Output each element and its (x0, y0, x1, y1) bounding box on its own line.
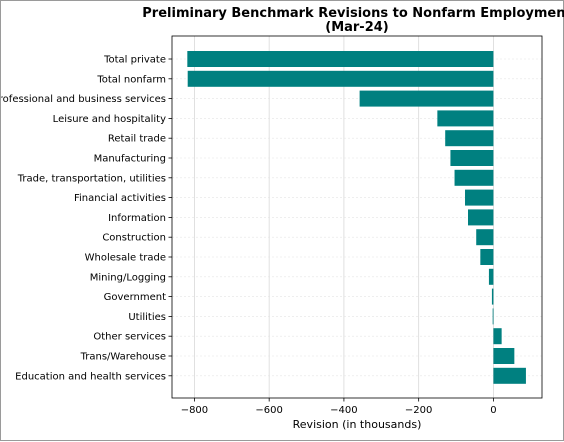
x-tick-label: −600 (255, 405, 282, 416)
bars (187, 51, 526, 384)
bar (493, 348, 515, 364)
bar (493, 367, 526, 384)
x-tick-label: 0 (490, 405, 496, 416)
bar (450, 150, 494, 166)
bar (491, 288, 494, 305)
category-label: Manufacturing (94, 154, 166, 165)
category-label: Total nonfarm (96, 74, 166, 85)
x-tick-labels: −800 −600 −400 −200 0 (181, 398, 497, 416)
x-tick-label: −800 (181, 405, 208, 416)
bar (454, 169, 494, 186)
category-label: Retail trade (108, 134, 166, 145)
x-axis-label: Revision (in thousands) (293, 418, 422, 431)
category-label: Government (104, 292, 166, 303)
bar (445, 130, 494, 147)
bar (480, 249, 494, 265)
category-label: Education and health services (15, 371, 166, 382)
category-labels: Total private Total nonfarm Professional a… (1, 55, 172, 382)
bar (468, 209, 494, 226)
bar (492, 308, 494, 325)
bar (493, 328, 502, 345)
category-label: Trans/Warehouse (80, 352, 166, 363)
bar (476, 229, 494, 246)
category-label: Other services (93, 332, 166, 343)
bar (437, 110, 494, 127)
category-label: Professional and business services (1, 94, 166, 105)
bar (359, 90, 494, 107)
category-label: Leisure and hospitality (53, 114, 166, 125)
chart-subtitle: (Mar-24) (325, 20, 389, 35)
category-label: Information (108, 213, 166, 224)
x-tick-label: −200 (405, 405, 432, 416)
category-label: Trade, transportation, utilities (17, 173, 166, 184)
category-label: Wholesale trade (85, 253, 166, 264)
chart-title: Preliminary Benchmark Revisions to Nonfa… (142, 6, 564, 21)
category-label: Utilities (128, 312, 166, 323)
bar (488, 268, 494, 285)
category-label: Construction (102, 233, 166, 244)
bar (187, 51, 494, 67)
category-label: Total private (103, 55, 166, 66)
x-tick-label: −400 (330, 405, 357, 416)
category-label: Mining/Logging (90, 272, 166, 283)
category-label: Financial activities (74, 193, 166, 204)
bar (465, 189, 494, 206)
bar (187, 70, 494, 87)
